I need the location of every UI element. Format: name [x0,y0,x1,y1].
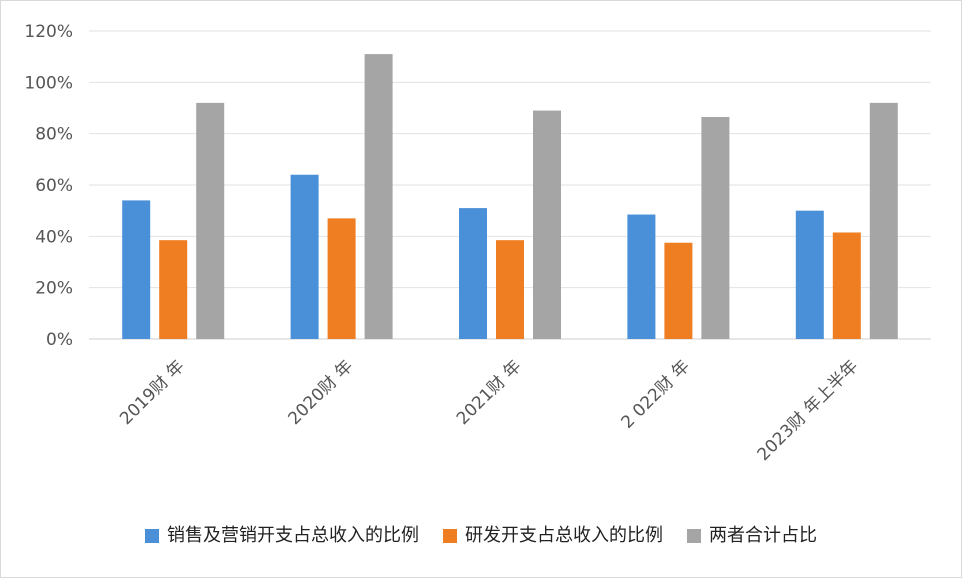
x-tick-label: 2021财 年 [453,356,526,429]
bar [122,200,151,339]
x-axis: 2019财 年 2020财 年 2021财 年 2 022财 年 2023财 年上半年 [116,356,862,465]
y-tick-label: 100% [24,73,73,93]
legend-swatch [145,529,159,543]
bar [869,102,898,339]
y-tick-label: 0% [46,330,73,350]
x-tick-label: 2023财 年上半年 [754,356,863,465]
x-tick-label: 2020财 年 [285,356,358,429]
y-tick-label: 60% [35,176,73,196]
legend: 销售及营销开支占总收入的比例 研发开支占总收入的比例 两者合计占比 [145,525,817,546]
bar [364,54,393,339]
x-tick-label: 2 022财 年 [618,356,694,432]
bar [533,110,561,339]
bar [701,116,730,339]
legend-label: 销售及营销开支占总收入的比例 [167,525,419,546]
legend-swatch [687,529,701,543]
legend-label: 两者合计占比 [709,525,817,546]
bar [196,102,225,339]
bar [832,232,861,339]
legend-item: 销售及营销开支占总收入的比例 [145,525,419,546]
bar [159,240,188,339]
y-axis: 0% 20% 40% 60% 80% 100% 120% [24,22,73,350]
legend-item: 两者合计占比 [687,525,817,546]
legend-item: 研发开支占总收入的比例 [443,525,663,546]
y-tick-label: 120% [24,22,73,42]
legend-label: 研发开支占总收入的比例 [465,525,663,546]
bar [627,214,656,339]
bar [664,242,693,339]
bars [122,54,898,339]
y-tick-label: 20% [35,279,73,299]
bar [496,240,524,339]
legend-swatch [443,529,457,543]
grid [89,30,931,340]
x-tick-label: 2019财 年 [116,356,189,429]
bar [459,208,487,339]
y-tick-label: 40% [35,227,73,247]
bar [327,218,356,339]
bar [795,210,824,339]
y-tick-label: 80% [35,125,73,145]
bar [290,174,319,339]
